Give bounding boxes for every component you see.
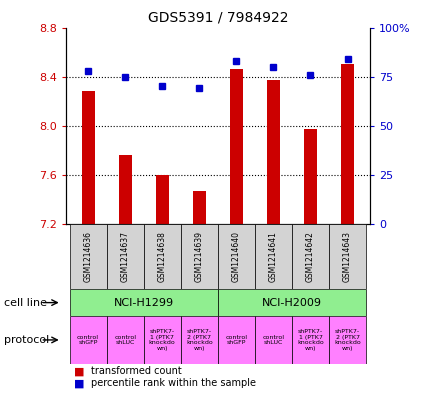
Text: control
shGFP: control shGFP [225, 334, 247, 345]
Text: GSM1214641: GSM1214641 [269, 231, 278, 282]
Text: control
shLUC: control shLUC [114, 334, 136, 345]
Text: control
shLUC: control shLUC [262, 334, 284, 345]
Bar [218, 289, 366, 316]
Bar [181, 316, 218, 364]
Text: transformed count: transformed count [91, 366, 181, 376]
Bar [230, 69, 243, 224]
Bar [70, 316, 107, 364]
Bar [329, 224, 366, 289]
Bar [107, 316, 144, 364]
Bar [107, 224, 144, 289]
Text: shPTK7-
2 (PTK7
knockdo
wn): shPTK7- 2 (PTK7 knockdo wn) [334, 329, 361, 351]
Bar [156, 175, 169, 224]
Bar [292, 224, 329, 289]
Bar [144, 224, 181, 289]
Text: shPTK7-
2 (PTK7
knockdo
wn): shPTK7- 2 (PTK7 knockdo wn) [186, 329, 212, 351]
Text: GSM1214636: GSM1214636 [84, 231, 93, 282]
Bar [70, 224, 107, 289]
Text: percentile rank within the sample: percentile rank within the sample [91, 378, 255, 388]
Text: cell line: cell line [4, 298, 47, 308]
Bar [193, 191, 206, 224]
Bar [329, 316, 366, 364]
Text: shPTK7-
1 (PTK7
knockdo
wn): shPTK7- 1 (PTK7 knockdo wn) [149, 329, 176, 351]
Text: GSM1214640: GSM1214640 [232, 231, 241, 282]
Bar [82, 92, 95, 224]
Text: ■: ■ [74, 378, 85, 388]
Bar [255, 224, 292, 289]
Bar [255, 316, 292, 364]
Text: GSM1214642: GSM1214642 [306, 231, 315, 282]
Text: shPTK7-
1 (PTK7
knockdo
wn): shPTK7- 1 (PTK7 knockdo wn) [297, 329, 324, 351]
Bar [70, 289, 218, 316]
Bar [181, 224, 218, 289]
Bar [218, 224, 255, 289]
Text: NCI-H2009: NCI-H2009 [262, 298, 322, 308]
Bar [144, 316, 181, 364]
Bar [292, 316, 329, 364]
Text: GSM1214637: GSM1214637 [121, 231, 130, 282]
Text: ■: ■ [74, 366, 85, 376]
Title: GDS5391 / 7984922: GDS5391 / 7984922 [147, 11, 288, 25]
Text: NCI-H1299: NCI-H1299 [113, 298, 174, 308]
Text: GSM1214638: GSM1214638 [158, 231, 167, 282]
Bar [341, 64, 354, 224]
Bar [119, 155, 132, 224]
Bar [304, 129, 317, 224]
Text: protocol: protocol [4, 335, 49, 345]
Bar [218, 316, 255, 364]
Text: control
shGFP: control shGFP [77, 334, 99, 345]
Text: GSM1214639: GSM1214639 [195, 231, 204, 282]
Bar [267, 80, 280, 224]
Text: GSM1214643: GSM1214643 [343, 231, 352, 282]
